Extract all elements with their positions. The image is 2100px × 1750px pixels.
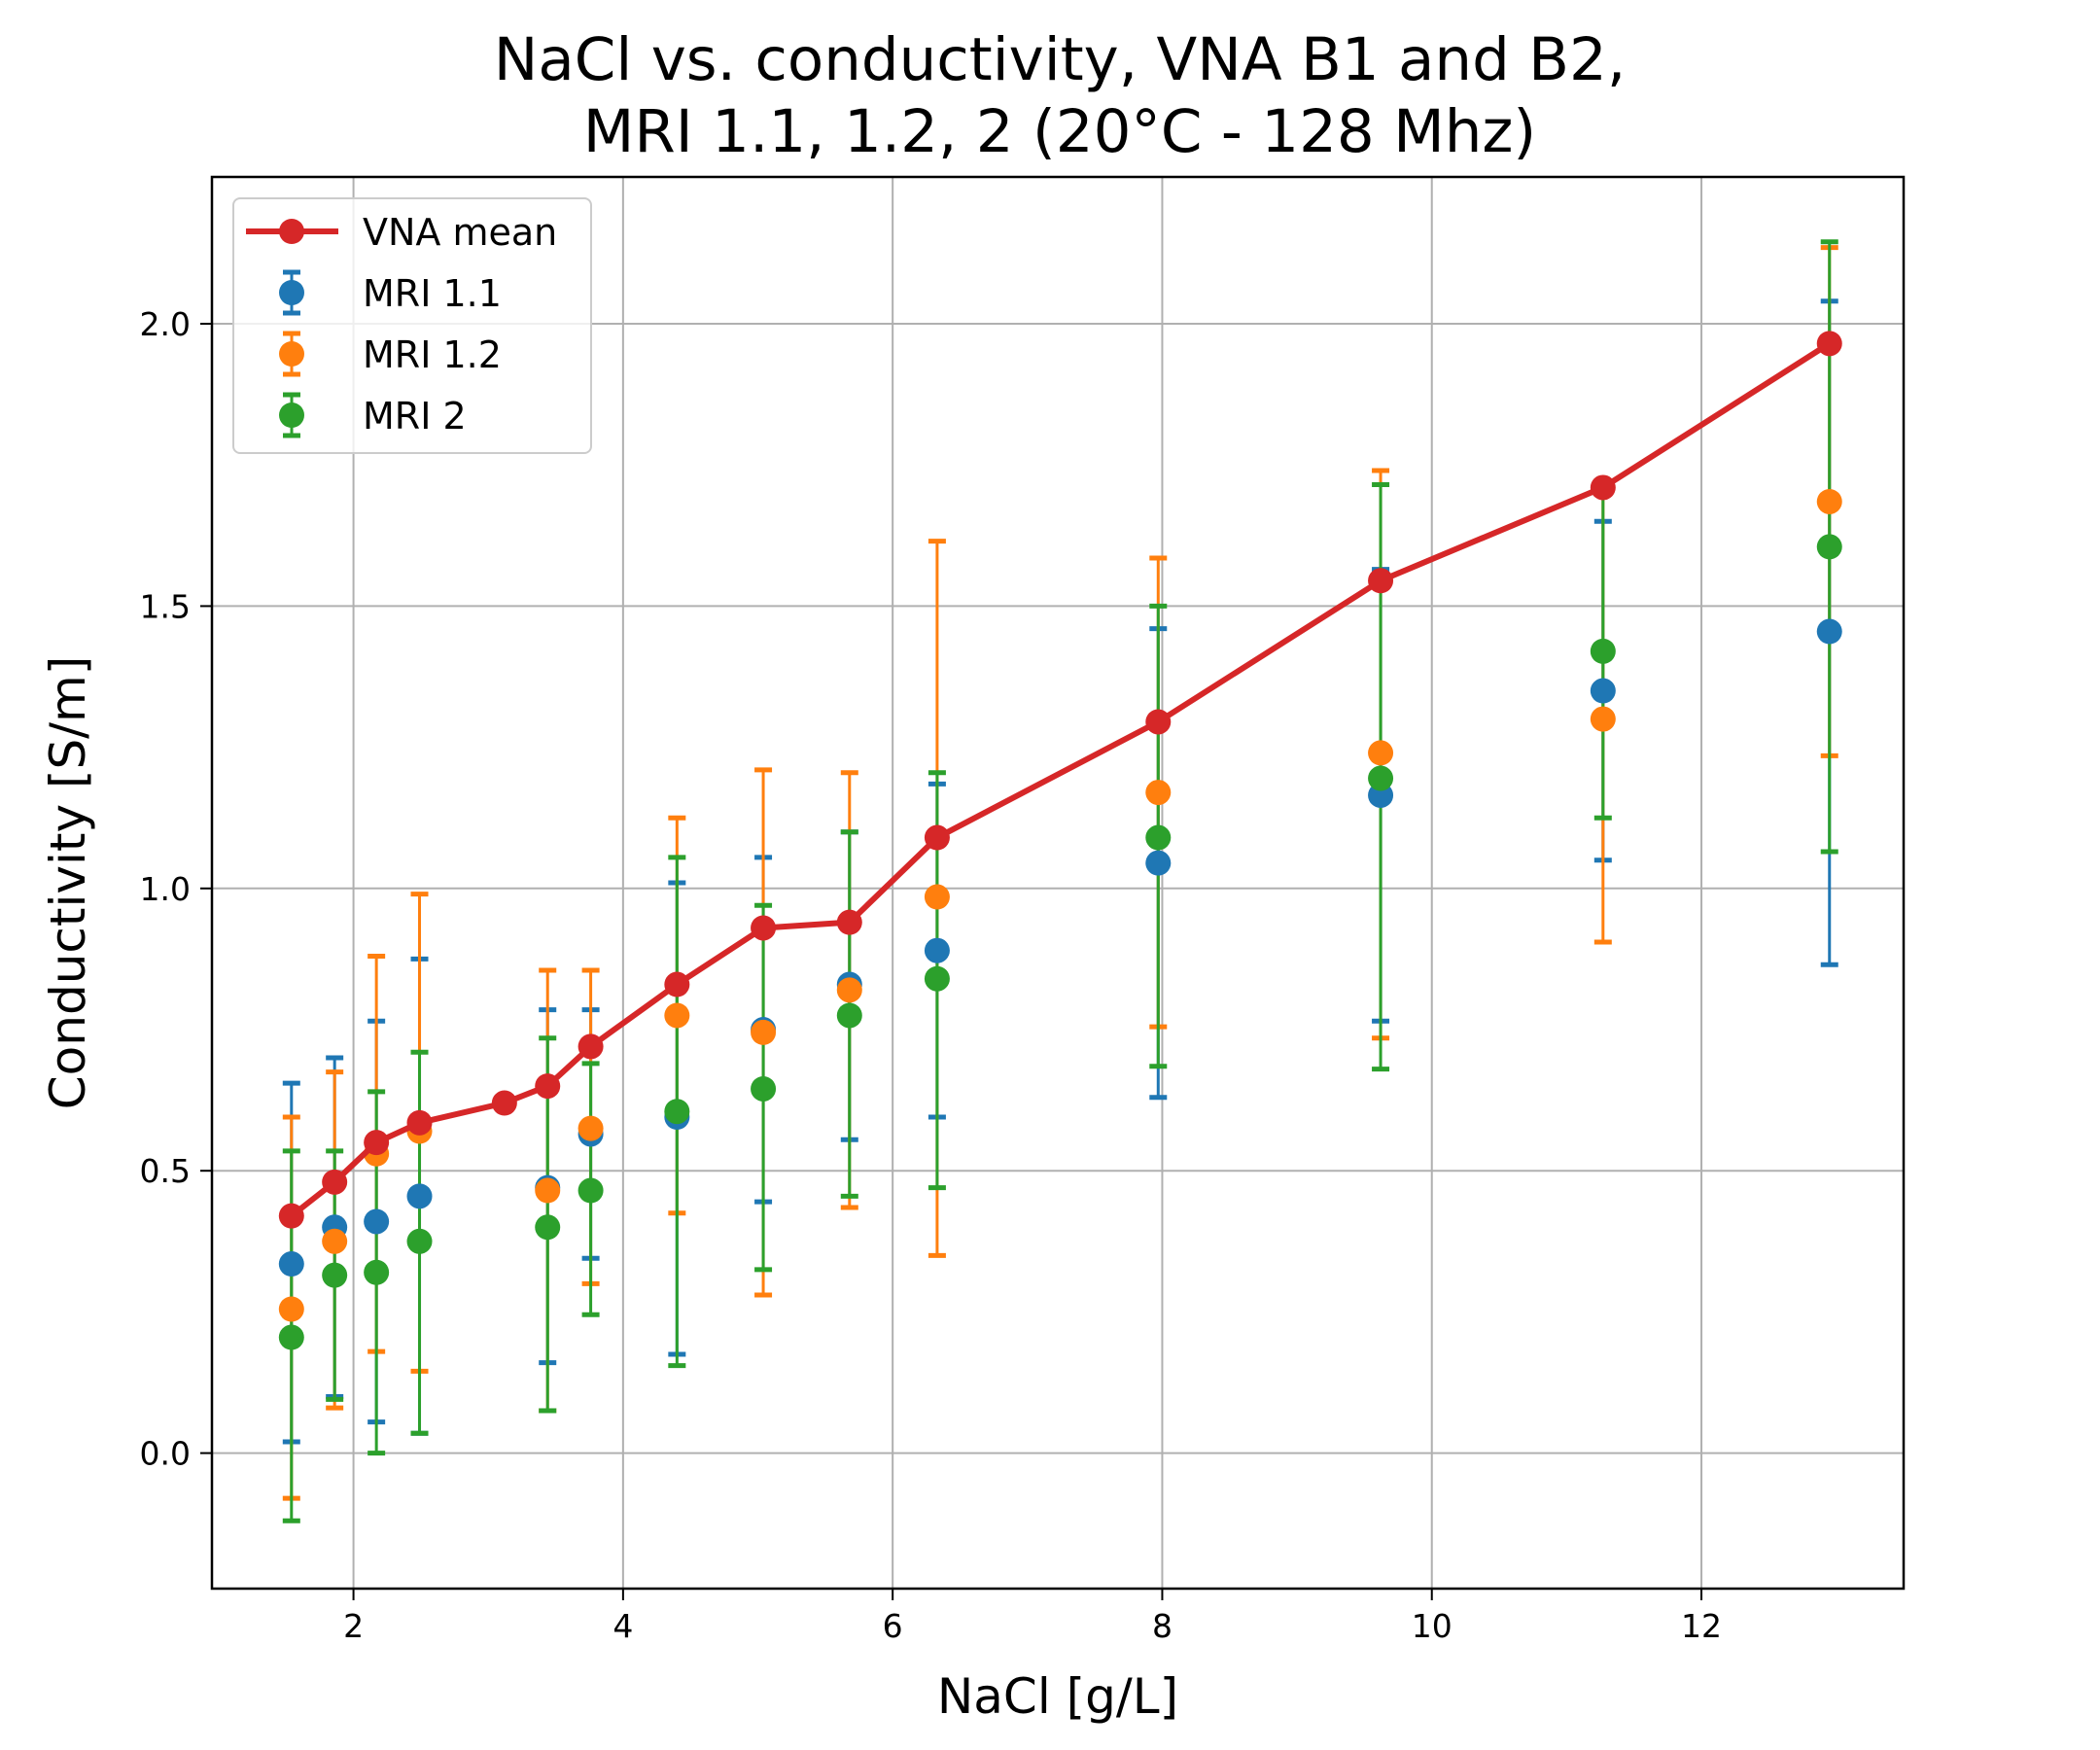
y-tick-label: 0.5 <box>140 1152 191 1190</box>
data-point <box>406 1183 433 1209</box>
data-point <box>322 1228 348 1254</box>
vna-mean-point <box>1368 568 1394 594</box>
y-tick-label: 2.0 <box>140 305 191 343</box>
data-point <box>535 1177 561 1204</box>
data-point <box>535 1214 561 1241</box>
data-point <box>1816 534 1842 560</box>
x-axis: 2 4 6 8 10 12 <box>343 1589 1722 1645</box>
data-point <box>836 977 862 1003</box>
data-point <box>1145 824 1172 851</box>
vna-mean-point <box>1145 709 1172 735</box>
vna-mean-point <box>1590 474 1616 501</box>
data-point <box>364 1208 390 1235</box>
points-mri-2 <box>278 534 1842 1350</box>
data-point <box>322 1262 348 1288</box>
legend-marker <box>279 341 304 367</box>
data-point <box>1368 765 1394 791</box>
y-axis: 0.0 0.5 1.0 1.5 2.0 <box>140 305 212 1473</box>
y-tick-label: 1.5 <box>140 587 191 625</box>
legend-label: MRI 2 <box>363 395 467 438</box>
data-point <box>278 1296 304 1322</box>
vna-mean-point <box>836 909 862 935</box>
plot-area <box>278 239 1842 1523</box>
vna-mean-point <box>664 971 690 998</box>
vna-mean-point <box>1816 331 1842 357</box>
data-point <box>751 1075 777 1102</box>
y-tick-label: 1.0 <box>140 870 191 908</box>
data-point <box>664 1099 690 1125</box>
data-point <box>924 937 950 963</box>
data-point <box>924 884 950 910</box>
legend-marker <box>279 402 304 428</box>
vna-mean-point <box>406 1109 433 1136</box>
data-point <box>278 1251 304 1278</box>
data-point <box>278 1324 304 1350</box>
x-tick-label: 12 <box>1681 1607 1722 1645</box>
y-tick-label: 0.0 <box>140 1435 191 1473</box>
legend-marker-vna-mean <box>279 219 304 244</box>
data-point <box>1145 780 1172 806</box>
x-tick-label: 6 <box>883 1607 903 1645</box>
x-axis-label: NaCl [g/L] <box>937 1668 1178 1725</box>
vna-mean-point <box>364 1130 390 1156</box>
data-point <box>664 1002 690 1029</box>
data-point <box>364 1259 390 1285</box>
data-point <box>406 1228 433 1254</box>
x-tick-label: 4 <box>612 1607 633 1645</box>
vna-mean-point <box>924 824 950 851</box>
data-point <box>1816 488 1842 514</box>
data-point <box>1590 706 1616 732</box>
vna-mean-point <box>535 1073 561 1100</box>
data-point <box>1145 850 1172 876</box>
data-point <box>1816 618 1842 645</box>
legend-label: VNA mean <box>363 211 557 254</box>
vna-mean-point <box>751 915 777 941</box>
data-point <box>1590 678 1616 704</box>
data-point <box>578 1177 604 1204</box>
legend-box <box>232 197 592 454</box>
data-point <box>836 1002 862 1029</box>
data-point <box>1590 638 1616 664</box>
legend-label: MRI 1.1 <box>363 272 502 315</box>
vna-mean-point <box>491 1090 517 1116</box>
x-tick-label: 8 <box>1152 1607 1172 1645</box>
y-axis-label: Conductivity [S/m] <box>40 656 96 1109</box>
chart-title-line-2: MRI 1.1, 1.2, 2 (20°C - 128 Mhz) <box>583 97 1536 166</box>
data-point <box>924 965 950 992</box>
plot-frame <box>210 175 1906 1591</box>
legend-marker <box>279 280 304 305</box>
vna-mean-point <box>578 1033 604 1060</box>
x-tick-label: 10 <box>1412 1607 1452 1645</box>
x-tick-label: 2 <box>343 1607 364 1645</box>
data-point <box>751 1019 777 1045</box>
legend-label: MRI 1.2 <box>363 333 502 376</box>
data-point <box>578 1115 604 1141</box>
vna-mean-point <box>322 1169 348 1195</box>
vna-mean-point <box>278 1203 304 1229</box>
data-point <box>1368 740 1394 766</box>
chart-title-line-1: NaCl vs. conductivity, VNA B1 and B2, <box>494 25 1626 94</box>
legend: VNA mean MRI 1.1 MRI 1.2 MRI 2 <box>232 197 592 454</box>
